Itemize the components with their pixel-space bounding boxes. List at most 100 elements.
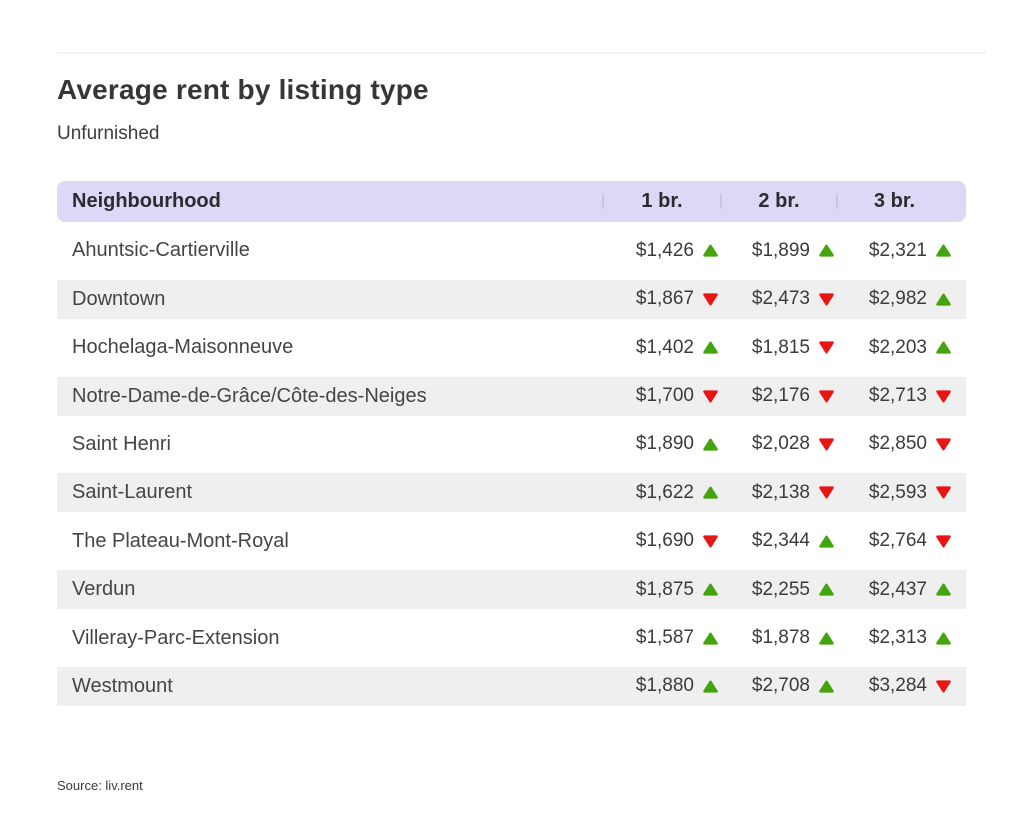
- value-cell: $1,878: [721, 627, 837, 649]
- trend-down-icon: [936, 680, 951, 693]
- neighbourhood-cell: Notre-Dame-de-Grâce/Côte-des-Neiges: [72, 384, 427, 407]
- rent-value: $1,890: [635, 433, 694, 455]
- value-cell: $2,708: [721, 675, 837, 697]
- value-cell: $1,700: [603, 385, 721, 407]
- value-cell: $2,176: [721, 385, 837, 407]
- trend-down-icon: [703, 293, 718, 306]
- column-header-3br: 3 br.: [836, 190, 966, 213]
- trend-down-icon: [819, 389, 834, 403]
- value-cell: $2,473: [721, 288, 837, 310]
- column-header-label: 2 br.: [758, 190, 800, 212]
- table-row: Ahuntsic-Cartierville $1,426 $1,899 $2,3…: [57, 231, 966, 271]
- page-subtitle: Unfurnished: [57, 123, 160, 144]
- trend-down-icon: [819, 341, 834, 354]
- rent-value: $2,764: [868, 530, 927, 552]
- rent-value: $2,203: [868, 336, 927, 358]
- table-row: Verdun $1,875 $2,255 $2,437: [57, 570, 966, 610]
- table-row: Villeray-Parc-Extension $1,587 $1,878 $2…: [57, 618, 966, 658]
- rent-value: $2,028: [751, 433, 810, 455]
- trend-up-icon: [703, 244, 718, 257]
- column-header-label: 3 br.: [873, 190, 916, 212]
- value-cell: $1,867: [603, 288, 721, 310]
- neighbourhood-cell: Verdun: [72, 578, 136, 601]
- value-cell: $3,284: [837, 675, 966, 697]
- trend-up-icon: [819, 680, 834, 693]
- value-cell: $2,850: [837, 433, 966, 455]
- rent-value: $1,875: [635, 578, 694, 600]
- column-header-neighbourhood: Neighbourhood: [72, 190, 221, 212]
- rent-value: $1,880: [635, 675, 694, 697]
- rent-value: $2,708: [751, 675, 810, 697]
- table-row: Saint Henri $1,890 $2,028 $2,850: [57, 424, 966, 464]
- value-cell: $1,875: [603, 579, 721, 601]
- trend-down-icon: [936, 535, 951, 548]
- trend-up-icon: [819, 244, 834, 257]
- trend-down-icon: [819, 293, 834, 306]
- rent-value: $1,815: [751, 336, 810, 358]
- neighbourhood-cell: The Plateau-Mont-Royal: [72, 529, 289, 552]
- value-cell: $1,402: [603, 337, 721, 359]
- rent-value: $3,284: [868, 675, 927, 697]
- value-cell: $1,899: [721, 240, 837, 262]
- trend-up-icon: [703, 583, 718, 596]
- value-cell: $1,690: [603, 530, 721, 552]
- column-divider: [602, 194, 604, 209]
- rent-value: $1,700: [635, 385, 694, 407]
- trend-up-icon: [703, 632, 718, 645]
- column-divider: [836, 194, 838, 209]
- column-header-2br: 2 br.: [720, 190, 837, 213]
- trend-up-icon: [936, 583, 951, 596]
- trend-up-icon: [936, 632, 951, 645]
- source-attribution: Source: liv.rent: [57, 778, 143, 793]
- value-cell: $2,713: [837, 385, 966, 407]
- value-cell: $2,344: [721, 530, 837, 552]
- table-row: Downtown $1,867 $2,473 $2,982: [57, 279, 966, 319]
- value-cell: $1,815: [721, 337, 837, 359]
- value-cell: $1,622: [603, 482, 721, 504]
- rent-value: $1,690: [635, 530, 694, 552]
- table-body: Ahuntsic-Cartierville $1,426 $1,899 $2,3…: [57, 231, 966, 706]
- rent-value: $2,344: [751, 530, 810, 552]
- rent-value: $2,138: [751, 481, 810, 503]
- value-cell: $1,890: [603, 433, 721, 455]
- table-row: Saint-Laurent $1,622 $2,138 $2,593: [57, 473, 966, 513]
- trend-up-icon: [819, 535, 834, 548]
- trend-up-icon: [703, 486, 718, 499]
- neighbourhood-cell: Villeray-Parc-Extension: [72, 626, 280, 649]
- value-cell: $2,764: [837, 530, 966, 552]
- value-cell: $2,593: [837, 482, 966, 504]
- trend-down-icon: [936, 389, 951, 403]
- rent-value: $2,982: [868, 288, 927, 310]
- value-cell: $1,880: [603, 675, 721, 697]
- value-cell: $2,321: [837, 240, 966, 262]
- rent-value: $2,473: [751, 288, 810, 310]
- rent-value: $2,176: [751, 385, 810, 407]
- column-header-label: 1 br.: [641, 190, 683, 212]
- trend-down-icon: [703, 535, 718, 548]
- value-cell: $2,255: [721, 579, 837, 601]
- rent-value: $1,426: [635, 239, 694, 261]
- rent-value: $2,321: [868, 239, 927, 261]
- rent-value: $2,255: [751, 578, 810, 600]
- neighbourhood-cell: Hochelaga-Maisonneuve: [72, 336, 294, 359]
- value-cell: $1,426: [603, 240, 721, 262]
- neighbourhood-cell: Downtown: [72, 287, 166, 310]
- column-header-1br: 1 br.: [602, 190, 721, 213]
- trend-up-icon: [703, 438, 718, 451]
- trend-up-icon: [819, 632, 834, 645]
- trend-down-icon: [819, 486, 834, 499]
- rent-value: $2,713: [868, 385, 927, 407]
- trend-up-icon: [819, 583, 834, 596]
- table-row: Hochelaga-Maisonneuve $1,402 $1,815 $2,2…: [57, 328, 966, 368]
- rent-value: $1,622: [635, 481, 694, 503]
- rent-value: $1,587: [635, 627, 694, 649]
- table-header-row: Neighbourhood 1 br. 2 br. 3 br.: [57, 181, 966, 222]
- trend-up-icon: [936, 293, 951, 306]
- trend-down-icon: [703, 389, 718, 403]
- table-row: Westmount $1,880 $2,708 $3,284: [57, 666, 966, 706]
- trend-down-icon: [936, 486, 951, 499]
- value-cell: $2,138: [721, 482, 837, 504]
- trend-up-icon: [936, 244, 951, 257]
- trend-up-icon: [703, 341, 718, 354]
- rent-value: $2,850: [868, 433, 927, 455]
